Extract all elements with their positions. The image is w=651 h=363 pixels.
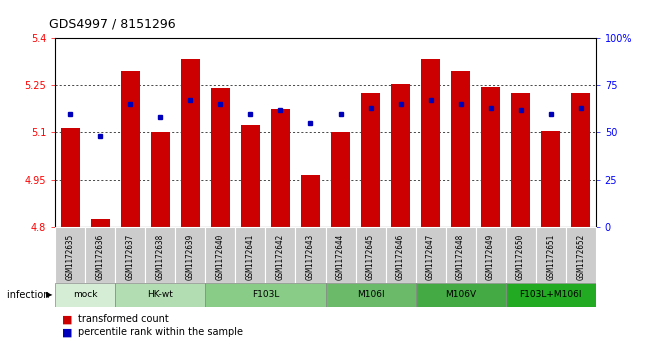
- Bar: [326, 227, 355, 283]
- Bar: [181, 58, 200, 227]
- Bar: [421, 58, 440, 227]
- Bar: [150, 132, 170, 227]
- Bar: [296, 227, 326, 283]
- Bar: [326, 283, 415, 307]
- Text: GSM1172642: GSM1172642: [276, 234, 285, 280]
- Bar: [85, 227, 115, 283]
- Bar: [175, 227, 206, 283]
- Text: ■: ■: [62, 314, 72, 325]
- Bar: [385, 227, 415, 283]
- Text: GSM1172646: GSM1172646: [396, 234, 405, 280]
- Bar: [55, 227, 85, 283]
- Bar: [206, 227, 236, 283]
- Text: GSM1172650: GSM1172650: [516, 234, 525, 280]
- Bar: [571, 93, 590, 227]
- Bar: [415, 283, 506, 307]
- Bar: [511, 93, 531, 227]
- Bar: [506, 227, 536, 283]
- Text: GSM1172645: GSM1172645: [366, 234, 375, 280]
- Text: transformed count: transformed count: [78, 314, 169, 325]
- Text: ■: ■: [62, 327, 72, 337]
- Text: GSM1172638: GSM1172638: [156, 234, 165, 280]
- Bar: [536, 227, 566, 283]
- Bar: [115, 283, 206, 307]
- Text: GSM1172647: GSM1172647: [426, 234, 435, 280]
- Text: M106V: M106V: [445, 290, 476, 299]
- Bar: [506, 283, 596, 307]
- Text: ▶: ▶: [46, 290, 52, 299]
- Text: F103L: F103L: [252, 290, 279, 299]
- Bar: [445, 227, 476, 283]
- Bar: [120, 71, 140, 227]
- Text: GSM1172643: GSM1172643: [306, 234, 315, 280]
- Text: percentile rank within the sample: percentile rank within the sample: [78, 327, 243, 337]
- Bar: [541, 131, 561, 227]
- Text: mock: mock: [73, 290, 98, 299]
- Text: M106I: M106I: [357, 290, 384, 299]
- Bar: [61, 128, 80, 227]
- Bar: [355, 227, 385, 283]
- Text: GSM1172636: GSM1172636: [96, 234, 105, 280]
- Bar: [266, 227, 296, 283]
- Bar: [301, 175, 320, 227]
- Bar: [391, 84, 410, 227]
- Text: GSM1172651: GSM1172651: [546, 234, 555, 280]
- Text: GSM1172652: GSM1172652: [576, 234, 585, 280]
- Text: GSM1172641: GSM1172641: [246, 234, 255, 280]
- Bar: [331, 132, 350, 227]
- Text: GDS4997 / 8151296: GDS4997 / 8151296: [49, 17, 176, 30]
- Bar: [236, 227, 266, 283]
- Bar: [566, 227, 596, 283]
- Text: GSM1172640: GSM1172640: [216, 234, 225, 280]
- Text: HK-wt: HK-wt: [148, 290, 173, 299]
- Bar: [211, 89, 230, 227]
- Bar: [476, 227, 506, 283]
- Bar: [361, 93, 380, 227]
- Text: GSM1172635: GSM1172635: [66, 234, 75, 280]
- Bar: [271, 109, 290, 227]
- Text: infection: infection: [7, 290, 52, 300]
- Text: GSM1172648: GSM1172648: [456, 234, 465, 280]
- Bar: [241, 125, 260, 227]
- Text: GSM1172644: GSM1172644: [336, 234, 345, 280]
- Bar: [415, 227, 445, 283]
- Bar: [145, 227, 175, 283]
- Text: GSM1172649: GSM1172649: [486, 234, 495, 280]
- Bar: [115, 227, 145, 283]
- Bar: [206, 283, 326, 307]
- Bar: [451, 71, 470, 227]
- Bar: [55, 283, 115, 307]
- Bar: [481, 87, 501, 227]
- Text: F103L+M106I: F103L+M106I: [519, 290, 582, 299]
- Text: GSM1172637: GSM1172637: [126, 234, 135, 280]
- Bar: [90, 219, 110, 227]
- Text: GSM1172639: GSM1172639: [186, 234, 195, 280]
